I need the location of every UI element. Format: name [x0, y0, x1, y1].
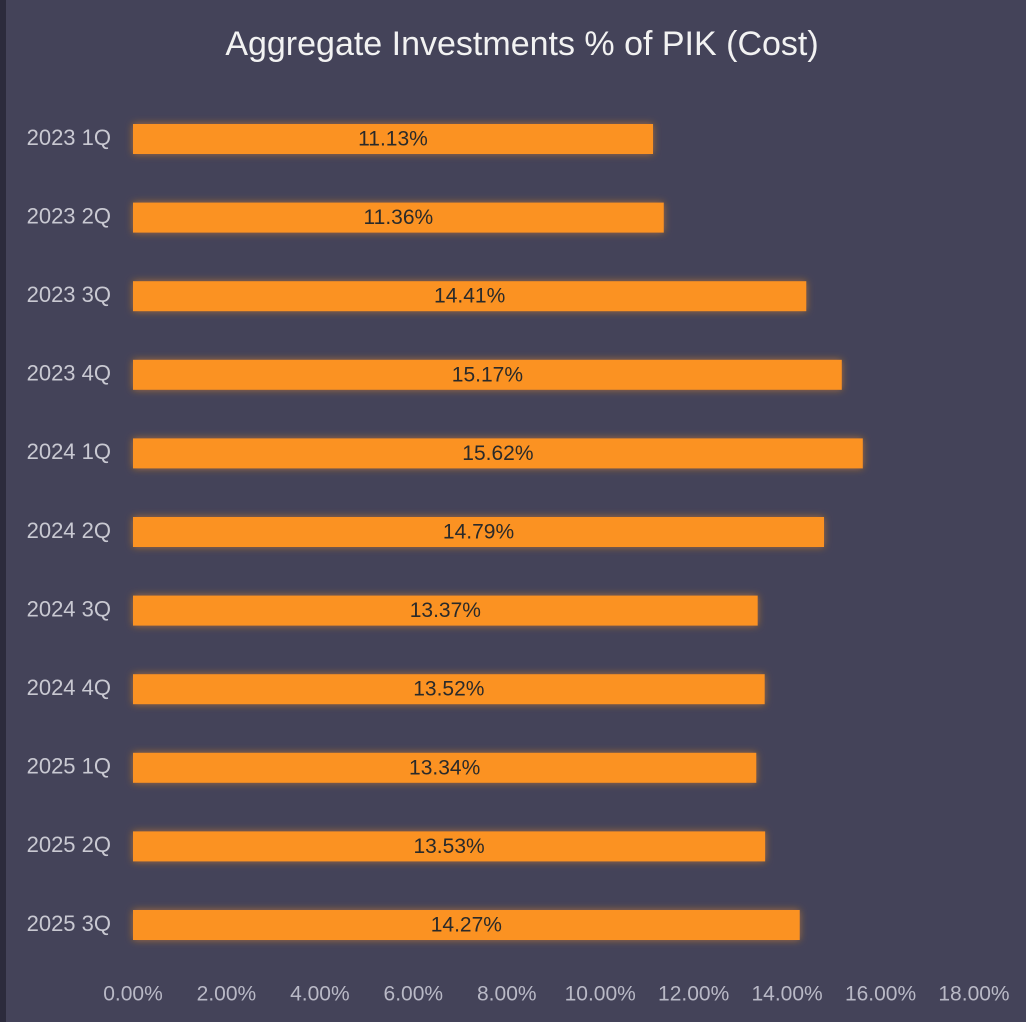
- y-tick-label: 2023 4Q: [27, 361, 111, 386]
- value-label: 11.36%: [364, 206, 434, 229]
- x-tick-label: 2.00%: [197, 983, 257, 1006]
- left-edge: [0, 0, 6, 1022]
- bar: [133, 674, 765, 705]
- value-label: 14.41%: [434, 285, 505, 308]
- bar: [133, 281, 807, 312]
- value-label: 15.62%: [462, 442, 533, 465]
- value-label: 13.37%: [410, 599, 481, 622]
- bar: [133, 910, 800, 940]
- x-tick-label: 18.00%: [938, 983, 1009, 1006]
- bar: [133, 831, 766, 862]
- value-label: 13.52%: [413, 678, 484, 701]
- x-tick-label: 14.00%: [751, 983, 822, 1006]
- bar: [133, 595, 758, 626]
- bar: [133, 438, 863, 469]
- bar: [133, 202, 664, 233]
- x-tick-label: 12.00%: [658, 983, 729, 1006]
- bar: [133, 517, 825, 547]
- chart-title: Aggregate Investments % of PIK (Cost): [225, 25, 818, 63]
- y-tick-label: 2023 1Q: [27, 125, 111, 150]
- value-label: 13.34%: [409, 756, 480, 779]
- x-tick-label: 16.00%: [845, 983, 916, 1006]
- bar: [133, 124, 654, 154]
- y-tick-label: 2024 2Q: [27, 518, 111, 543]
- bar: [133, 752, 757, 783]
- value-label: 14.27%: [431, 914, 502, 937]
- y-tick-label: 2025 3Q: [27, 911, 111, 936]
- value-label: 14.79%: [443, 521, 514, 544]
- x-tick-label: 0.00%: [103, 983, 163, 1006]
- bar: [133, 359, 842, 390]
- value-label: 11.13%: [358, 128, 428, 151]
- x-tick-label: 6.00%: [384, 983, 444, 1006]
- y-tick-label: 2024 3Q: [27, 596, 111, 621]
- y-tick-label: 2023 2Q: [27, 203, 111, 228]
- x-tick-label: 4.00%: [290, 983, 350, 1006]
- y-tick-label: 2025 1Q: [27, 754, 111, 779]
- value-label: 13.53%: [413, 835, 484, 858]
- x-tick-label: 10.00%: [565, 983, 636, 1006]
- y-tick-label: 2024 4Q: [27, 675, 111, 700]
- y-tick-label: 2024 1Q: [27, 439, 111, 464]
- y-tick-label: 2025 2Q: [27, 832, 111, 857]
- x-tick-label: 8.00%: [477, 983, 537, 1006]
- y-tick-label: 2023 3Q: [27, 282, 111, 307]
- value-label: 15.17%: [452, 363, 523, 386]
